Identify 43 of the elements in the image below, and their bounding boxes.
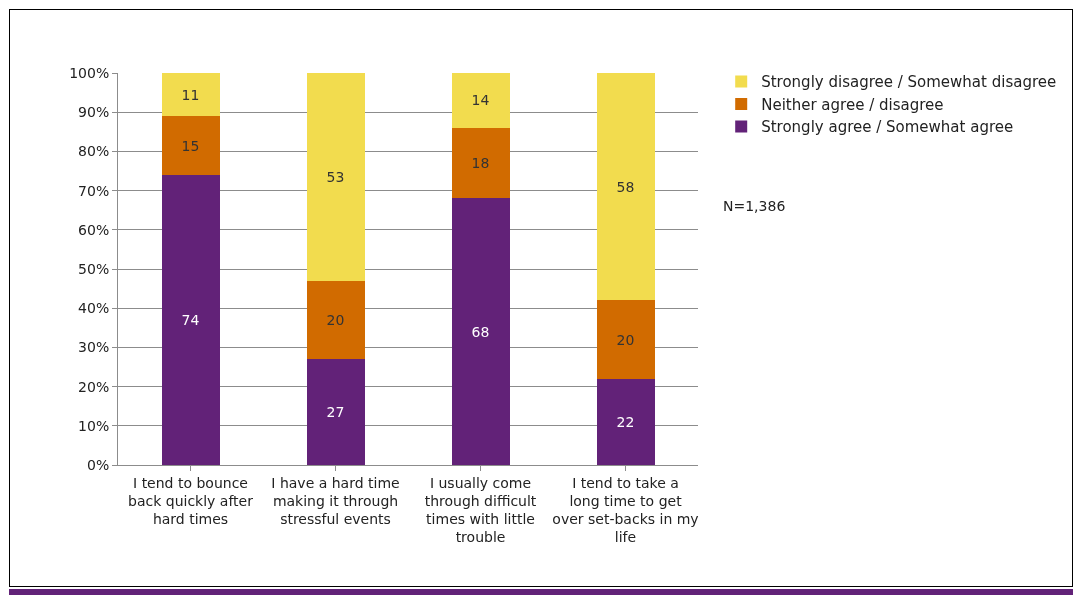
y-tick-label: 10% (78, 417, 110, 434)
y-tick-label: 0% (86, 456, 110, 473)
y-tick-label: 60% (78, 221, 110, 238)
legend-label: Strongly agree / Somewhat agree (761, 118, 1014, 137)
data-label: 58 (616, 178, 635, 195)
y-tick-label: 70% (78, 182, 110, 199)
y-tick-label: 20% (78, 378, 110, 395)
y-tick-label: 100% (69, 64, 110, 81)
y-tick-label: 40% (78, 300, 110, 317)
data-label: 18 (471, 155, 490, 172)
bar (596, 73, 655, 301)
bar (451, 198, 510, 465)
data-label: 11 (181, 86, 200, 103)
x-tick-label: I have a hard time making it through stressful events (271, 474, 400, 528)
data-label: 20 (616, 331, 635, 348)
x-tick-label: I tend to bounce back quickly after hard times (128, 474, 254, 528)
data-label: 27 (326, 404, 345, 421)
legend-label: Strongly disagree / Somewhat disagree (761, 73, 1057, 92)
data-label: 68 (471, 323, 490, 340)
data-label: 74 (181, 311, 200, 328)
bar (451, 127, 510, 199)
y-tick-label: 50% (78, 260, 110, 277)
x-tick-label: I tend to take a long time to get over set-backs in my life (552, 474, 699, 546)
data-label: 15 (181, 137, 200, 154)
bar (306, 280, 365, 360)
y-tick-label: 80% (78, 143, 110, 160)
data-label: 14 (471, 92, 490, 109)
y-tick-label: 30% (78, 339, 110, 356)
bar (161, 73, 220, 117)
bar (451, 73, 510, 128)
bar (306, 73, 365, 281)
bar (596, 378, 655, 465)
bar (161, 174, 220, 465)
bar (596, 300, 655, 379)
bar (306, 359, 365, 465)
data-label: 20 (326, 311, 345, 328)
legend-label: Neither agree / disagree (761, 95, 944, 114)
x-tick-label: I usually come through difficult times with little trouble (424, 474, 537, 546)
data-label: 53 (326, 168, 345, 185)
text: N=1,386 (723, 198, 786, 214)
bar (161, 116, 220, 175)
y-tick-label: 90% (78, 104, 110, 121)
data-label: 22 (616, 413, 635, 430)
